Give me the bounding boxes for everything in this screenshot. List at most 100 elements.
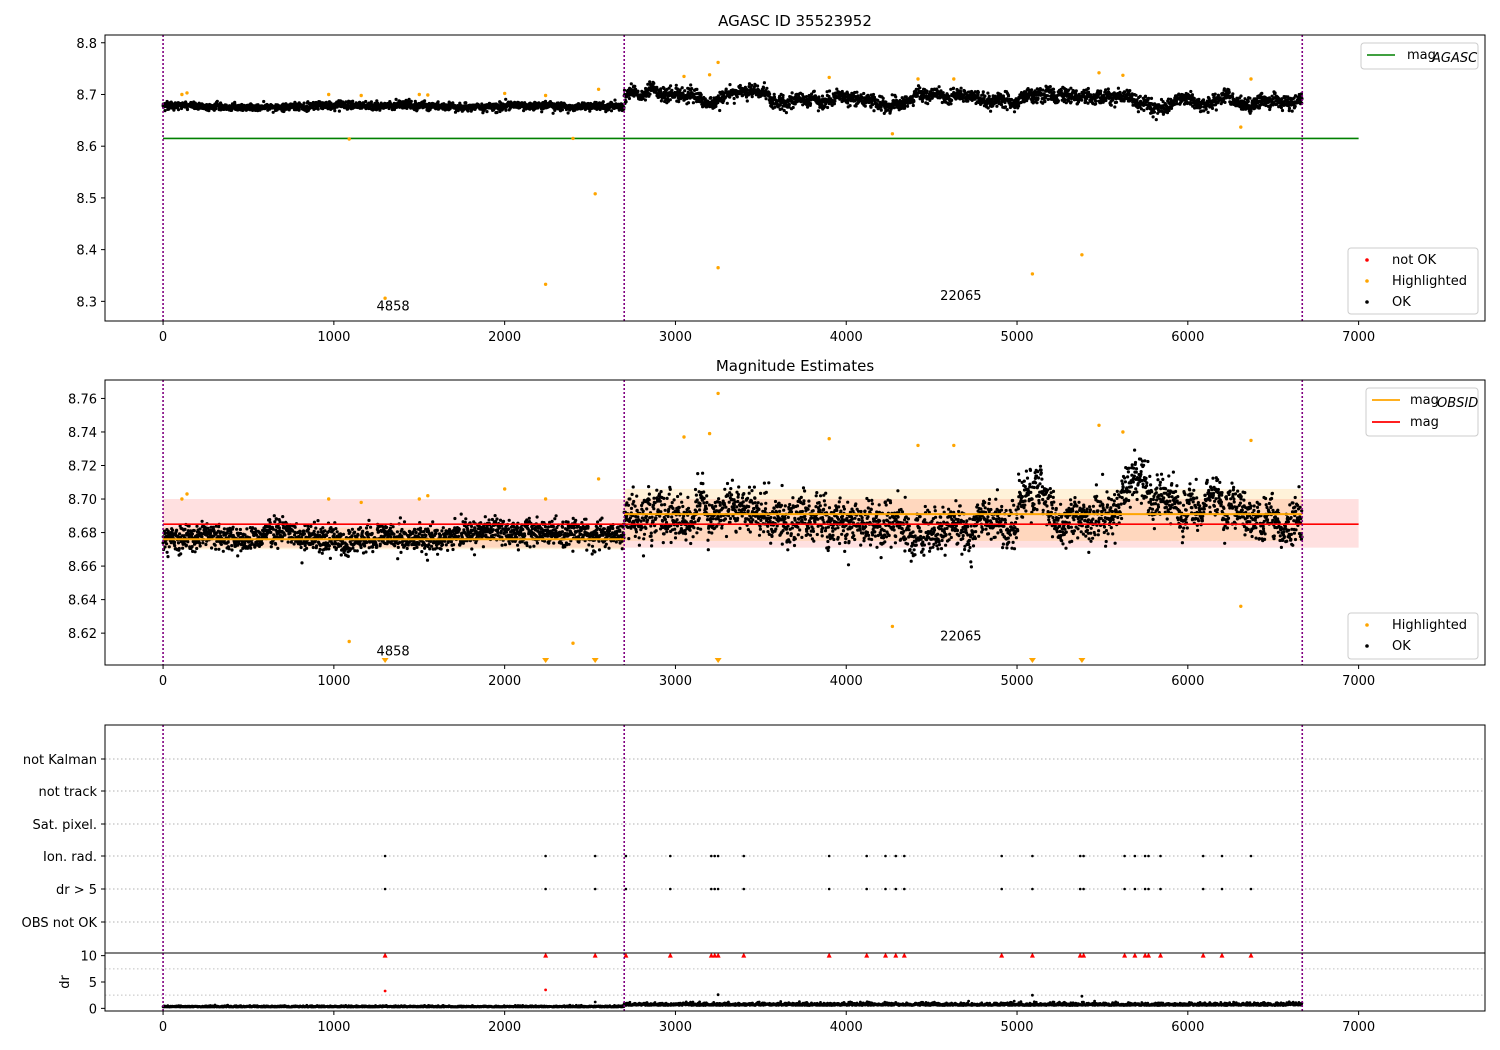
ok-point [764,97,768,101]
ok-point [198,544,202,548]
ok-point [309,524,313,529]
highlighted-point [426,93,430,97]
ok-point [725,101,729,105]
ok-point [409,99,413,103]
ok-point [1138,94,1142,98]
ok-point [339,553,343,557]
ok-point [221,549,225,553]
ok-point [1210,106,1215,110]
ok-point [669,84,673,88]
highlighted-point [347,137,351,141]
ok-point [1149,96,1154,100]
ok-point [735,95,739,99]
ok-point [655,85,659,89]
ok-point [324,100,328,104]
ok-point [689,83,693,87]
ok-point [1069,100,1073,104]
ok-point [217,547,221,551]
ok-point [193,550,197,554]
ok-point [306,524,310,528]
ok-point [750,95,754,99]
ok-point [195,524,199,528]
ok-point [738,83,742,88]
ok-point [331,542,335,546]
ok-point [273,520,277,524]
ok-point [165,550,169,554]
legend-marker [1365,258,1369,262]
obsid-annotation: 22065 [940,289,981,304]
ok-point [281,515,285,519]
ok-point [178,532,182,536]
ok-point [286,540,290,544]
ok-point [185,107,190,112]
ok-point [504,108,508,112]
ok-point [293,525,297,529]
ok-point [1231,92,1235,96]
ok-point [214,107,218,111]
ok-point [1005,108,1009,112]
ok-point [1003,105,1008,109]
ok-point [976,90,981,94]
ok-point [394,97,398,101]
ok-point [1204,107,1208,111]
y-tick-label: 8.5 [76,192,97,207]
legend-label: OK [1392,295,1411,310]
ok-point [1052,90,1056,94]
ok-point [230,544,234,548]
ok-point [311,545,315,550]
ok-point [1142,108,1146,112]
ok-point [613,98,617,102]
ok-point [872,109,876,113]
ok-point [190,545,194,549]
ok-point [1106,87,1110,91]
ok-point [668,98,672,102]
ok-point [871,103,875,107]
ok-point [983,94,987,98]
ok-point [601,100,605,104]
ok-point [1080,98,1084,102]
ok-point [346,554,350,559]
ok-point [351,546,355,550]
ok-point [302,532,306,536]
ok-point [636,89,640,93]
ok-point [179,552,183,556]
highlighted-point [716,266,720,270]
ok-point [276,546,280,551]
ok-point [353,530,357,534]
ok-point [262,99,266,104]
ok-point [341,532,346,537]
ok-point [890,93,894,97]
ok-point [325,533,329,538]
ok-point [986,91,990,95]
ok-point [173,544,177,548]
ok-point [1273,91,1277,95]
highlighted-point [1080,253,1084,257]
ok-point [192,529,196,533]
ok-point [1227,90,1231,94]
ok-point [235,527,239,531]
ok-point [257,535,261,539]
ok-point [1189,89,1193,94]
highlighted-point [593,192,597,196]
ok-point [337,109,341,113]
ok-point [1048,85,1052,89]
ok-point [1113,105,1117,109]
ok-point [329,526,333,530]
ok-point [333,109,337,113]
ok-point [269,545,273,549]
ok-point [485,110,489,114]
axes-frame [104,34,1486,322]
ok-point [925,89,929,93]
ok-point [200,519,204,523]
ok-point [915,94,920,98]
ok-point [648,80,652,84]
ok-point [950,98,954,102]
ok-point [201,541,205,545]
ok-point [808,102,813,106]
ok-point [627,96,632,101]
ok-point [318,547,322,552]
panel-title: AGASC ID 35523952 [718,12,872,30]
ok-point [198,541,202,545]
obsid-annotation: 4858 [377,300,410,315]
